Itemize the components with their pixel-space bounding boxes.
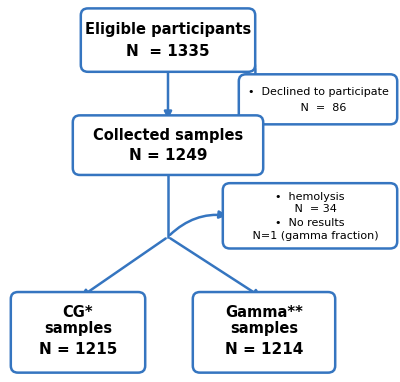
Text: N  = 34: N = 34 <box>284 204 336 214</box>
Text: N = 1249: N = 1249 <box>129 148 207 163</box>
Text: N  = 1335: N = 1335 <box>126 44 210 59</box>
FancyBboxPatch shape <box>11 292 145 373</box>
Text: samples: samples <box>230 321 298 336</box>
Text: •  No results: • No results <box>275 218 345 228</box>
Text: Gamma**: Gamma** <box>225 305 303 320</box>
Text: CG*: CG* <box>63 305 93 320</box>
FancyBboxPatch shape <box>73 115 263 175</box>
FancyBboxPatch shape <box>193 292 335 373</box>
Text: N=1 (gamma fraction): N=1 (gamma fraction) <box>242 231 378 241</box>
Text: Collected samples: Collected samples <box>93 128 243 143</box>
Text: N = 1215: N = 1215 <box>39 342 117 358</box>
Text: N  =  86: N = 86 <box>290 103 346 113</box>
Text: •  hemolysis: • hemolysis <box>275 192 345 202</box>
Text: Eligible participants: Eligible participants <box>85 22 251 37</box>
Text: N = 1214: N = 1214 <box>225 342 303 358</box>
FancyBboxPatch shape <box>239 74 397 125</box>
FancyBboxPatch shape <box>223 183 397 249</box>
Text: •  Declined to participate: • Declined to participate <box>248 87 388 97</box>
FancyBboxPatch shape <box>81 8 255 72</box>
Text: samples: samples <box>44 321 112 336</box>
